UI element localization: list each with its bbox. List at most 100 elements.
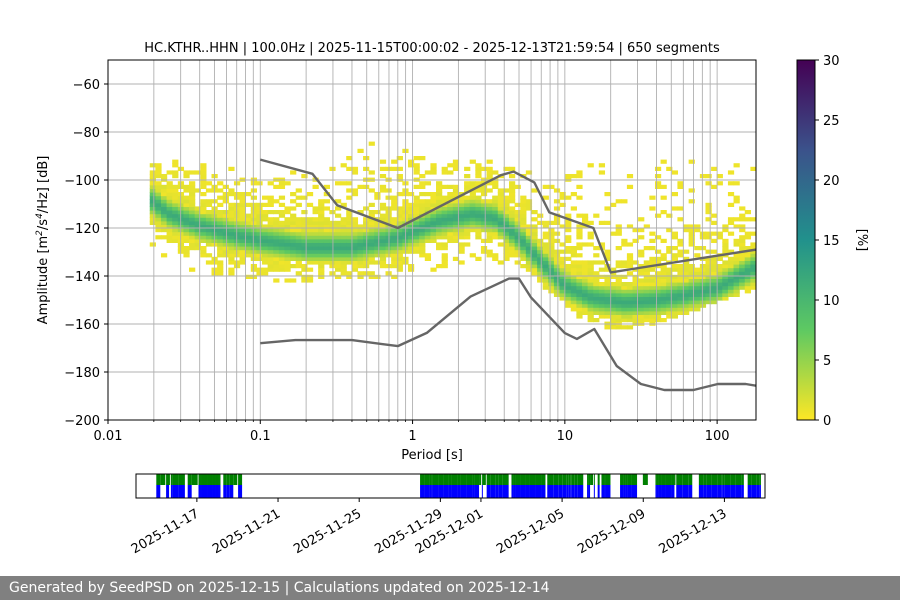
psd-cell [222, 220, 229, 225]
psd-cell [363, 217, 370, 222]
psd-cell [750, 278, 756, 283]
psd-cell [160, 220, 168, 225]
psd-cell [228, 271, 235, 276]
psd-cell [312, 242, 319, 247]
timeline-available-segment [665, 485, 672, 498]
psd-cell [351, 217, 359, 222]
psd-cell [576, 260, 583, 265]
psd-cell [301, 253, 308, 258]
psd-cell [598, 274, 606, 279]
psd-cell [239, 242, 246, 247]
psd-cell [660, 296, 667, 301]
psd-cell [222, 253, 229, 258]
psd-cell [537, 253, 544, 258]
psd-cell [419, 181, 426, 186]
psd-cell [166, 202, 173, 207]
psd-cell [604, 325, 611, 330]
psd-cell [250, 264, 257, 269]
timeline-available-segment [570, 485, 572, 498]
psd-cell [486, 210, 493, 215]
psd-cell [469, 184, 476, 189]
psd-cell [301, 210, 308, 215]
psd-cell [368, 188, 375, 193]
timeline-used-segment [571, 474, 575, 485]
timeline-available-segment [558, 485, 563, 498]
psd-cell [250, 202, 257, 207]
psd-cell [632, 296, 639, 301]
psd-cell [503, 206, 510, 211]
psd-cell [374, 253, 381, 258]
psd-cell [441, 195, 448, 200]
psd-cell [396, 210, 403, 215]
psd-cell [570, 174, 577, 179]
psd-cell [469, 199, 476, 204]
psd-cell [565, 246, 572, 251]
psd-cell [262, 210, 269, 215]
psd-cell [464, 195, 471, 200]
psd-cell [722, 267, 729, 272]
psd-cell [525, 267, 533, 272]
psd-cell [559, 264, 566, 269]
psd-cell [548, 246, 555, 251]
psd-cell [396, 174, 403, 179]
psd-cell [323, 235, 330, 240]
psd-cell [683, 274, 690, 279]
psd-cell [565, 264, 572, 269]
psd-cell [447, 220, 454, 225]
psd-cell [267, 195, 274, 200]
psd-cell [660, 267, 667, 272]
timeline-available-segment [223, 485, 227, 498]
psd-cell [486, 253, 493, 258]
psd-cell [626, 264, 634, 269]
psd-cell [722, 278, 729, 283]
psd-cell [587, 267, 594, 272]
psd-cell [525, 256, 533, 261]
timeline-used-segment [605, 474, 611, 485]
psd-cell [436, 246, 443, 251]
psd-cell [553, 260, 561, 265]
psd-cell [379, 224, 387, 229]
psd-cell [486, 181, 493, 186]
psd-cell [553, 217, 561, 222]
psd-cell [458, 249, 465, 254]
psd-cell [565, 292, 572, 297]
psd-cell [166, 220, 173, 225]
psd-cell [323, 253, 330, 258]
timeline-available-segment [187, 485, 192, 498]
psd-cell [654, 213, 662, 218]
psd-cell [604, 310, 611, 315]
psd-cell [306, 253, 314, 258]
psd-cell [581, 267, 589, 272]
psd-cell [615, 310, 622, 315]
psd-cell [486, 235, 493, 240]
timeline-available-segment [724, 485, 731, 498]
psd-cell [379, 213, 387, 218]
psd-cell [295, 256, 302, 261]
psd-cell [705, 217, 712, 222]
psd-cell [222, 246, 229, 251]
psd-cell [559, 224, 566, 229]
timeline-used-segment [717, 474, 722, 485]
psd-cell [492, 184, 499, 189]
psd-cell [744, 278, 751, 283]
psd-cell [424, 224, 432, 229]
psd-cell [346, 256, 353, 261]
psd-cell [368, 253, 375, 258]
timeline-available-segment [688, 485, 693, 498]
psd-cell [576, 303, 583, 308]
psd-cell [660, 159, 667, 164]
psd-cell [739, 246, 746, 251]
psd-cell [671, 300, 679, 305]
psd-cell [610, 282, 617, 287]
psd-cell [391, 235, 398, 240]
psd-cell [587, 318, 594, 323]
psd-cell [610, 307, 617, 312]
psd-cell [290, 278, 297, 283]
psd-cell [739, 228, 746, 233]
psd-cell [374, 238, 381, 243]
psd-cell [621, 238, 628, 243]
psd-cell [727, 220, 735, 225]
psd-cell [284, 220, 291, 225]
psd-cell [716, 264, 723, 269]
psd-cell [711, 184, 718, 189]
